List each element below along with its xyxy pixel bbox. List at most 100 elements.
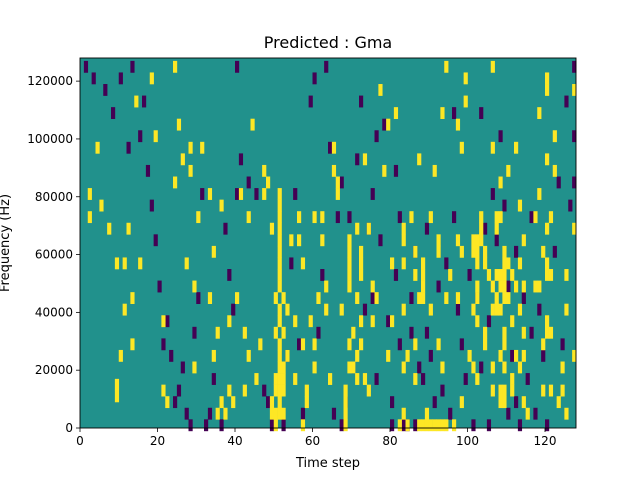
low-cell [83,60,89,73]
low-cell [529,211,534,224]
low-cell [421,373,426,385]
low-cell [200,188,205,200]
low-cell [564,95,569,108]
high-cell [258,338,263,351]
x-tick-label: 20 [150,434,165,448]
low-cell [130,60,135,73]
high-cell [401,234,406,247]
high-cell [250,118,255,131]
high-cell [107,222,112,235]
low-cell [262,384,267,397]
high-cell [455,118,461,131]
high-cell [525,407,530,420]
high-cell [242,326,247,339]
high-cell [331,141,337,154]
low-cell [459,338,464,351]
low-cell [386,315,391,328]
high-cell [448,269,453,281]
high-cell [281,384,286,397]
high-cell [440,361,445,374]
y-tick-label: 40000 [35,305,73,319]
high-cell [300,338,306,351]
low-cell [486,419,492,432]
high-cell [556,396,561,409]
y-tick-label: 20000 [35,363,73,377]
high-cell [455,234,461,247]
high-cell [486,269,492,281]
high-cell [277,211,282,224]
low-cell [502,199,507,212]
low-cell [331,407,337,420]
high-cell [231,396,236,409]
high-cell [207,188,213,200]
high-cell [405,419,410,432]
low-cell [409,292,414,304]
high-cell [87,211,92,224]
low-cell [142,95,147,108]
high-cell [277,315,282,328]
high-cell [312,361,317,374]
low-cell [374,130,379,143]
high-cell [498,384,503,397]
high-cell [560,361,565,374]
low-cell [169,349,174,362]
low-cell [467,269,472,281]
high-cell [184,257,189,270]
high-cell [207,292,213,304]
low-cell [514,396,519,409]
high-cell [281,326,286,339]
high-cell [312,338,317,351]
high-cell [479,211,484,224]
low-cell [390,419,395,432]
low-cell [266,396,271,409]
high-cell [521,349,526,362]
high-cell [471,361,476,374]
low-cell [479,107,484,119]
high-cell [219,396,224,409]
high-cell [471,245,476,258]
high-cell [498,349,503,362]
high-cell [355,349,360,362]
high-cell [502,396,507,409]
high-cell [510,315,515,328]
high-cell [200,141,205,154]
x-tick-label: 80 [382,434,397,448]
high-cell [114,257,120,270]
low-cell [541,349,546,362]
high-cell [126,222,131,235]
high-cell [300,419,306,432]
high-cell [401,257,406,270]
high-cell [362,153,368,166]
high-cell [149,72,154,85]
low-cell [231,303,236,316]
high-cell [475,292,480,304]
low-cell [165,315,170,328]
high-cell [560,384,565,397]
high-cell [510,269,515,281]
low-cell [517,419,523,432]
high-cell [401,407,406,420]
low-cell [157,280,162,293]
low-cell [300,407,306,420]
high-cell [173,60,178,73]
high-cell [138,257,143,270]
high-cell [227,315,232,328]
high-cell [277,338,282,351]
x-tick-label: 120 [534,434,557,448]
low-cell [111,107,116,119]
high-cell [277,407,282,420]
high-cell [548,384,554,397]
high-cell [304,384,309,397]
low-cell [347,211,352,224]
high-cell [324,280,329,293]
low-cell [173,396,178,409]
low-cell [533,407,538,420]
low-cell [235,188,240,200]
high-cell [537,107,542,119]
low-cell [204,419,209,432]
high-cell [545,222,550,235]
high-cell [366,384,371,397]
high-cell [374,292,379,304]
low-cell [552,245,557,258]
high-cell [165,396,170,409]
